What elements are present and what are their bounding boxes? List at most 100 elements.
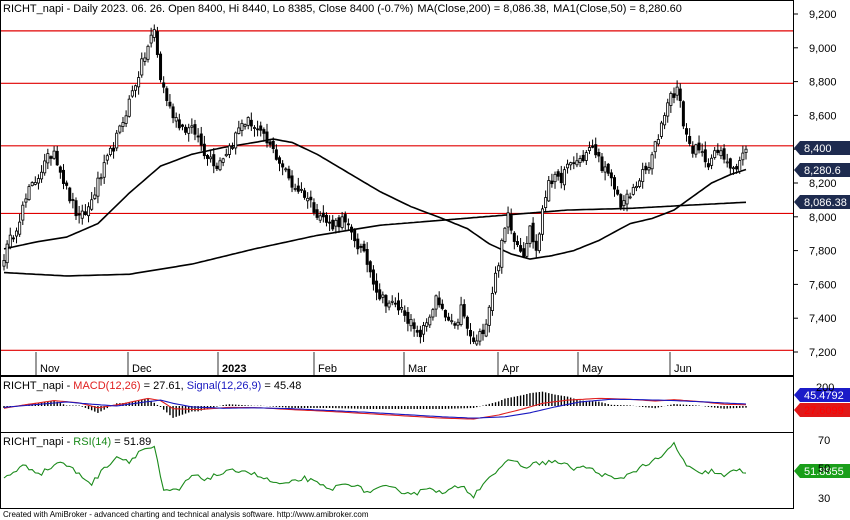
xtick-label: Dec	[132, 363, 152, 375]
macd-title-prefix: RICHT_napi -	[3, 380, 73, 392]
candle-body	[531, 222, 535, 243]
price-tag-bg	[794, 141, 850, 155]
candle-body	[465, 316, 469, 329]
candle-body	[71, 199, 75, 201]
candle-body	[550, 180, 554, 185]
horizontal-levels	[1, 30, 793, 351]
xtick-label: 2023	[222, 363, 246, 375]
candle-body	[215, 165, 219, 169]
rsi-tick-50: 50	[818, 463, 830, 475]
rsi-panel-frame	[0, 432, 794, 509]
candle-body	[58, 166, 62, 173]
candle-body	[681, 101, 685, 127]
candle-body	[362, 243, 366, 252]
candle-body	[206, 155, 210, 159]
moving-averages	[3, 138, 747, 277]
candle-body	[249, 119, 253, 127]
candle-body	[303, 190, 307, 198]
candle-body	[227, 145, 231, 155]
candle-body	[375, 280, 379, 293]
candle-body	[450, 320, 454, 323]
candle-body	[5, 243, 9, 264]
candle-body	[422, 325, 426, 335]
macd-tag: 27.6099	[804, 405, 844, 417]
candle-body	[340, 216, 344, 228]
candle-body	[490, 293, 494, 311]
candle-body	[8, 234, 12, 248]
candle-body	[412, 322, 416, 329]
candle-body	[663, 115, 667, 126]
candle-body	[578, 158, 582, 164]
candle-body	[719, 150, 723, 157]
candle-body	[2, 260, 6, 267]
candle-body	[77, 213, 81, 216]
rsi-series	[3, 441, 747, 499]
candle-body	[434, 295, 438, 310]
candle-body	[387, 302, 391, 308]
candle-body	[61, 169, 65, 184]
candle-body	[99, 177, 103, 180]
candle-body	[36, 178, 40, 184]
ma50-line	[3, 138, 747, 260]
rsi-title-prefix: RICHT_napi -	[3, 436, 73, 448]
candle-body	[296, 185, 300, 192]
candle-body	[49, 156, 53, 159]
candle-body	[184, 126, 188, 133]
candle-body	[256, 128, 260, 131]
candle-body	[290, 175, 294, 188]
candle-body	[281, 163, 285, 168]
candle-body	[105, 155, 109, 161]
price-tag: 8,280.6	[804, 165, 841, 177]
candle-body	[24, 198, 28, 203]
candle-body	[437, 297, 441, 306]
candle-body	[137, 77, 141, 88]
candle-body	[462, 304, 466, 317]
candle-body	[174, 117, 178, 122]
price-title: RICHT_napi - Daily 2023. 06. 26. Open 84…	[3, 3, 682, 15]
rsi-tags: 51.8855	[794, 464, 850, 478]
candle-body	[187, 127, 191, 134]
candle-body	[515, 241, 519, 246]
candle-body	[287, 168, 291, 179]
xtick-label: Jun	[674, 363, 692, 375]
candle-body	[506, 212, 510, 228]
candle-body	[653, 141, 657, 153]
candle-body	[133, 85, 137, 91]
ytick-label: 7,200	[809, 347, 837, 359]
candle-body	[638, 180, 642, 187]
candle-body	[497, 265, 501, 272]
candle-body	[512, 232, 516, 242]
ytick-label: 9,000	[809, 43, 837, 55]
macd-line	[3, 397, 746, 420]
candle-body	[243, 124, 247, 127]
rsi-line	[3, 441, 747, 499]
candle-body	[52, 150, 56, 159]
candle-body	[212, 154, 216, 167]
candle-body	[83, 211, 87, 215]
candle-body	[274, 149, 278, 160]
candle-body	[478, 331, 482, 342]
candle-body	[309, 196, 313, 201]
candle-body	[609, 172, 613, 179]
candle-body	[343, 214, 347, 223]
candle-body	[196, 135, 200, 138]
candle-body	[237, 127, 241, 134]
ytick-label: 8,600	[809, 110, 837, 122]
candle-body	[540, 208, 544, 235]
footer-credit: Created with AmiBroker - advanced charti…	[3, 510, 369, 519]
candle-body	[500, 239, 504, 268]
candle-body	[722, 148, 726, 160]
candle-body	[415, 330, 419, 333]
candle-body	[127, 98, 131, 117]
signal-line	[3, 398, 747, 419]
candle-body	[447, 316, 451, 321]
candle-body	[409, 318, 413, 327]
candle-body	[738, 160, 742, 172]
candle-body	[90, 199, 94, 210]
candle-body	[271, 140, 275, 150]
candle-body	[218, 160, 222, 171]
candle-body	[18, 221, 22, 235]
candle-body	[87, 206, 91, 217]
candle-body	[121, 122, 125, 127]
candle-body	[350, 226, 354, 233]
